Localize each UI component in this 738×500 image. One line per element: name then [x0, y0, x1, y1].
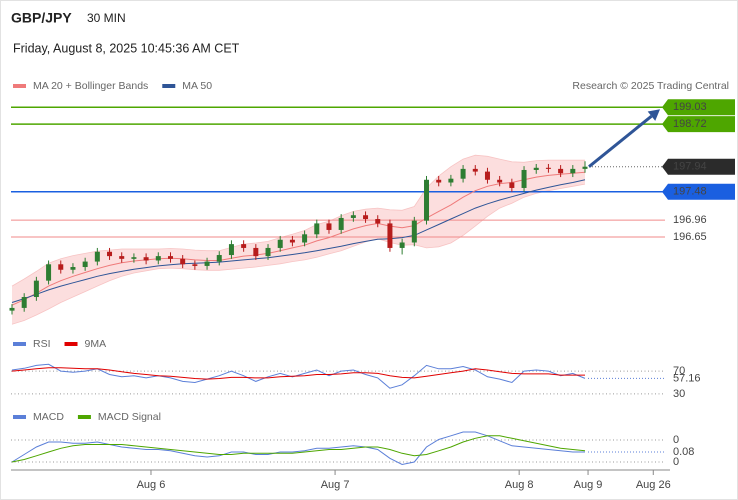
current-value-label: 57.16: [673, 372, 701, 384]
candle-body: [70, 267, 76, 270]
legend-label: MA 20 + Bollinger Bands: [33, 80, 148, 92]
last-price-tag: [662, 158, 735, 175]
legend-swatch: [13, 84, 26, 88]
candle-body: [424, 179, 430, 221]
source: Research © 2025 Trading Central: [572, 80, 729, 92]
candle-body: [436, 179, 442, 183]
x-tick-label: Aug 7: [321, 479, 350, 491]
level-tag: [662, 116, 735, 133]
indicator-line: [11, 435, 586, 463]
candle-body: [545, 167, 551, 169]
level-label: 197.48: [673, 186, 707, 198]
ma-line: [11, 179, 586, 303]
indicator-line: [11, 367, 585, 380]
symbol: GBP/JPY: [11, 10, 72, 26]
legend-label: MACD Signal: [98, 411, 161, 423]
y-tick-label: 0: [673, 434, 679, 446]
candle-body: [521, 169, 527, 188]
last-price-label: 197.94: [673, 161, 707, 173]
x-tick-label: Aug 8: [505, 479, 534, 491]
candle-body: [363, 215, 369, 220]
candle-body: [350, 215, 356, 218]
candle-body: [192, 264, 198, 266]
candle-body: [289, 239, 295, 243]
candle-body: [448, 178, 454, 183]
legend-label: 9MA: [85, 338, 107, 350]
level-label: 196.96: [673, 214, 707, 226]
candle-body: [167, 256, 173, 259]
candle-body: [253, 247, 259, 257]
candle-body: [180, 258, 186, 265]
candle-body: [314, 223, 320, 235]
x-tick-label: Aug 26: [636, 479, 671, 491]
candle-body: [82, 261, 88, 268]
candle-body: [533, 167, 539, 170]
level-label: 199.03: [673, 101, 707, 113]
candle-body: [94, 251, 100, 262]
candle-body: [21, 297, 27, 308]
level-label: 196.65: [673, 231, 707, 243]
candle-body: [131, 257, 137, 259]
candle-body: [472, 168, 478, 172]
level-tag: [662, 183, 735, 200]
candle-body: [582, 166, 588, 169]
x-tick-label: Aug 6: [137, 479, 166, 491]
bollinger-band: [12, 155, 585, 325]
forecast-arrowhead: [647, 109, 660, 121]
ma-line: [11, 171, 586, 306]
legend-swatch: [77, 415, 91, 419]
candle-body: [375, 219, 381, 224]
candle-body: [484, 171, 490, 180]
indicator-line: [11, 363, 586, 389]
candle-body: [302, 234, 308, 243]
legend-swatch: [13, 415, 26, 419]
candle-body: [326, 223, 332, 230]
candle-body: [411, 220, 417, 243]
candle-body: [241, 244, 247, 248]
timeframe: 30 MIN: [87, 11, 126, 25]
bollinger-lower: [11, 183, 586, 325]
candle-body: [46, 264, 52, 281]
candle-body: [58, 264, 64, 270]
candle-body: [387, 223, 393, 248]
candle-body: [558, 168, 564, 174]
candle-body: [509, 182, 515, 188]
level-label: 198.72: [673, 118, 707, 130]
bollinger-upper: [11, 154, 585, 287]
candle-body: [143, 257, 149, 261]
legend-label: MA 50: [182, 80, 212, 92]
current-value-label: 0.08: [673, 446, 694, 458]
datetime: Friday, August 8, 2025 10:45:36 AM CET: [13, 41, 240, 55]
candle-body: [204, 261, 210, 266]
candle-body: [265, 247, 271, 257]
candle-body: [155, 256, 161, 261]
candle-body: [338, 217, 344, 230]
candle-body: [399, 242, 405, 248]
candle-body: [277, 239, 283, 248]
candle-body: [460, 168, 466, 179]
level-tag: [662, 99, 735, 116]
x-tick-label: Aug 9: [574, 479, 603, 491]
y-tick-label: 70: [673, 365, 685, 377]
forecast-arrow: [588, 115, 653, 168]
candle-body: [497, 179, 503, 183]
legend-label: MACD: [33, 411, 64, 423]
legend-swatch: [13, 342, 26, 346]
legend-label: RSI: [33, 338, 51, 350]
candle-body: [570, 168, 576, 174]
candle-body: [119, 256, 125, 259]
candle-body: [9, 307, 15, 311]
y-tick-label: 30: [673, 388, 685, 400]
candle-body: [107, 251, 113, 257]
candle-body: [228, 244, 234, 256]
candle-body: [216, 255, 222, 262]
legend-swatch: [162, 84, 176, 88]
y-tick-label: 0: [673, 456, 679, 468]
legend-swatch: [64, 342, 78, 346]
candle-body: [33, 280, 39, 298]
